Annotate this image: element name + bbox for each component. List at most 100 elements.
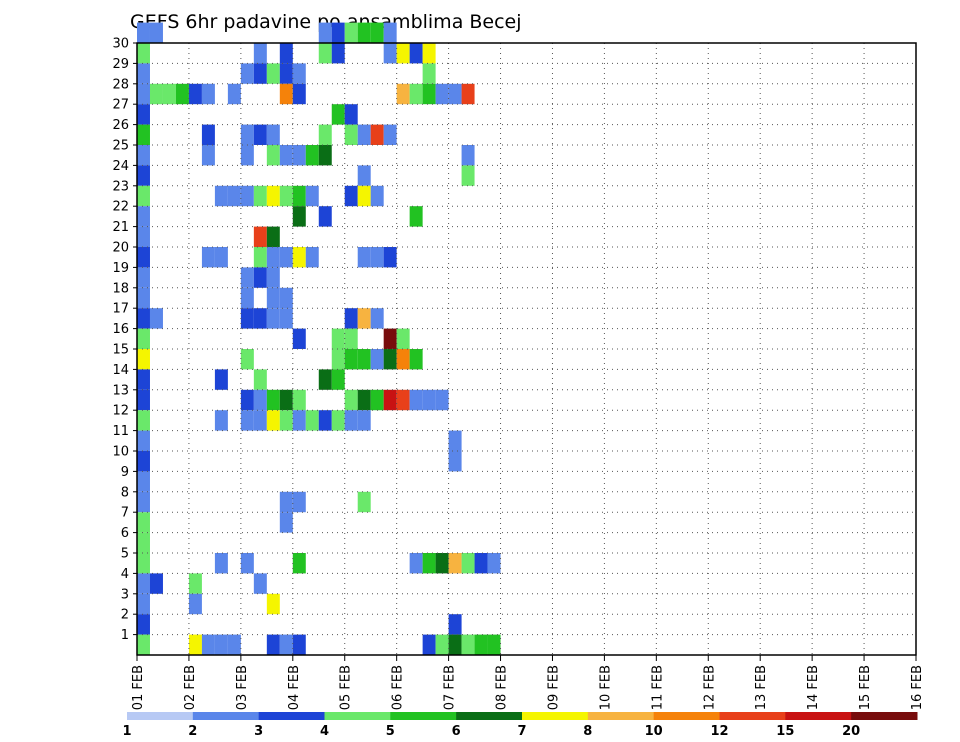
y-tick-label: 9 bbox=[121, 465, 129, 480]
y-tick-label: 8 bbox=[121, 485, 129, 500]
precip-cell bbox=[331, 104, 345, 125]
precip-cell bbox=[409, 553, 423, 574]
colorbar-swatch bbox=[587, 712, 655, 720]
precip-cell bbox=[253, 43, 267, 64]
precip-cell bbox=[344, 185, 358, 207]
precip-cell bbox=[344, 389, 358, 411]
precip-cell bbox=[292, 553, 306, 574]
precip-cell bbox=[227, 185, 241, 207]
precip-cell bbox=[137, 430, 150, 451]
precip-cell bbox=[422, 553, 436, 574]
y-tick-label: 20 bbox=[112, 241, 129, 256]
y-axis: 1234567891011121314151617181920212223242… bbox=[112, 37, 137, 643]
precip-cell bbox=[279, 410, 293, 431]
precip-cell bbox=[357, 247, 371, 268]
x-axis: 01 FEB 02 FEB 03 FEB 04 FEB 05 FEB 06 FEB 07 F… bbox=[131, 655, 925, 710]
y-tick-label: 4 bbox=[121, 567, 129, 582]
precip-cell bbox=[137, 471, 150, 492]
precip-cell bbox=[422, 634, 436, 655]
colorbar-swatch bbox=[522, 712, 589, 720]
precip-cell bbox=[253, 573, 267, 594]
precip-cell bbox=[253, 267, 267, 288]
precip-cell bbox=[227, 634, 241, 655]
precip-cell bbox=[344, 328, 358, 349]
precip-cell bbox=[214, 553, 228, 574]
precip-cell bbox=[422, 83, 436, 105]
precip-cell bbox=[266, 145, 280, 166]
precip-cell bbox=[279, 287, 293, 309]
precip-cell bbox=[409, 83, 423, 105]
precip-cell bbox=[266, 226, 280, 247]
colorbar-swatch bbox=[719, 712, 786, 720]
precip-cell bbox=[461, 553, 475, 574]
precip-cell bbox=[370, 389, 384, 411]
precip-cell bbox=[331, 22, 345, 43]
precip-cell bbox=[292, 247, 306, 268]
precip-cell bbox=[422, 389, 436, 411]
precip-cell bbox=[409, 43, 423, 64]
colorbar-swatch bbox=[456, 712, 523, 720]
precip-cell bbox=[422, 43, 436, 64]
precip-cell bbox=[344, 308, 358, 329]
precip-cell bbox=[357, 410, 371, 431]
precip-cell bbox=[240, 124, 254, 145]
precip-cell bbox=[149, 573, 163, 594]
x-tick-label: 02 FEB bbox=[183, 665, 198, 710]
precip-cell bbox=[331, 349, 345, 370]
precip-cell bbox=[318, 410, 332, 431]
precip-cell bbox=[137, 22, 150, 43]
precip-cell bbox=[279, 43, 293, 64]
y-tick-label: 27 bbox=[112, 98, 129, 113]
precip-cell bbox=[318, 206, 332, 227]
precip-cell bbox=[279, 185, 293, 207]
precip-cell bbox=[227, 83, 241, 105]
y-tick-label: 2 bbox=[121, 608, 129, 623]
colorbar-label: 20 bbox=[842, 724, 860, 739]
precip-cell bbox=[383, 124, 397, 145]
precip-cell bbox=[292, 145, 306, 166]
x-tick-label: 13 FEB bbox=[754, 665, 769, 710]
colorbar-label: 6 bbox=[452, 724, 461, 739]
precip-cell bbox=[435, 83, 449, 105]
colorbar-label: 4 bbox=[320, 724, 329, 739]
precip-cell bbox=[201, 247, 215, 268]
precip-cell bbox=[240, 410, 254, 431]
precip-cell bbox=[137, 185, 150, 207]
precip-cell bbox=[137, 145, 150, 166]
precip-cell bbox=[201, 83, 215, 105]
precip-cell bbox=[318, 22, 332, 43]
precip-cell bbox=[318, 145, 332, 166]
precip-cell bbox=[137, 165, 150, 186]
precip-cell bbox=[214, 247, 228, 268]
precip-cell bbox=[318, 124, 332, 145]
x-tick-label: 05 FEB bbox=[339, 665, 354, 710]
precip-cell bbox=[137, 267, 150, 288]
colorbar-swatch bbox=[192, 712, 260, 720]
precip-cell bbox=[240, 185, 254, 207]
precip-cell bbox=[396, 83, 410, 105]
precip-cell bbox=[292, 389, 306, 411]
y-tick-label: 25 bbox=[112, 139, 129, 154]
precip-cell bbox=[137, 43, 150, 64]
precip-cell bbox=[137, 553, 150, 574]
precip-cell bbox=[137, 206, 150, 227]
x-tick-label: 11 FEB bbox=[650, 665, 665, 710]
precip-cell bbox=[357, 124, 371, 145]
x-tick-label: 12 FEB bbox=[702, 665, 717, 710]
colorbar-swatch bbox=[785, 712, 852, 720]
precip-cell bbox=[292, 491, 306, 513]
precip-cell bbox=[279, 145, 293, 166]
precip-cell bbox=[175, 83, 189, 105]
colorbar: 1 2 3 4 5 6 7 8 10 12 15 20 bbox=[122, 712, 918, 739]
precip-cell bbox=[279, 247, 293, 268]
colorbar-label: 7 bbox=[517, 724, 526, 739]
precip-cell bbox=[149, 22, 163, 43]
precip-cell bbox=[214, 185, 228, 207]
precip-cell bbox=[162, 83, 176, 105]
x-tick-label: 04 FEB bbox=[287, 665, 302, 710]
y-tick-label: 22 bbox=[112, 200, 129, 215]
x-tick-label: 14 FEB bbox=[806, 665, 821, 710]
precip-cell bbox=[461, 165, 475, 186]
colorbar-swatch bbox=[324, 712, 391, 720]
precip-cell bbox=[137, 512, 150, 533]
